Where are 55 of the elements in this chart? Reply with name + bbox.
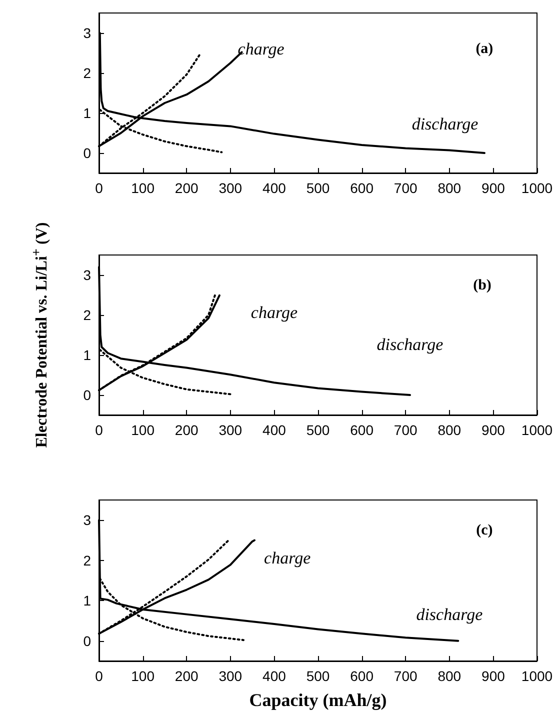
annotation: (b) [473,277,492,294]
x-tick-label: 1000 [521,422,553,438]
x-tick-label: 300 [218,668,242,684]
annotation: charge [238,40,285,58]
y-tick-label: 1 [83,347,92,363]
annotation: discharge [376,335,444,354]
x-tick-label: 200 [174,668,198,684]
y-tick-label: 1 [83,105,92,121]
annotation: charge [250,303,298,322]
x-tick-label: 900 [482,668,506,684]
annotation: discharge [416,604,484,624]
x-tick-label: 700 [394,180,418,196]
x-tick-label: 0 [95,180,104,196]
x-tick-label: 300 [218,422,242,438]
x-tick-label: 400 [262,180,286,196]
x-tick-label: 600 [350,668,374,684]
x-tick-label: 700 [394,422,418,438]
x-tick-label: 400 [262,422,286,438]
y-tick-label: 0 [83,387,92,403]
x-tick-label: 800 [438,668,462,684]
y-tick-label: 3 [83,512,92,528]
y-tick-label: 0 [83,632,92,649]
x-tick-label: 600 [350,180,374,196]
annotation: charge [264,548,312,568]
x-tick-label: 700 [394,668,418,684]
x-tick-label: 300 [218,180,242,196]
x-tick-label: 500 [306,180,330,196]
x-tick-label: 800 [438,180,462,196]
x-tick-label: 1000 [521,180,553,196]
x-tick-label: 800 [438,422,462,438]
annotation: discharge [412,114,479,134]
y-tick-label: 3 [83,267,92,283]
y-tick-label: 3 [83,25,92,41]
y-tick-label: 2 [83,65,92,81]
y-tick-label: 2 [83,307,92,323]
x-tick-label: 400 [262,668,286,684]
x-tick-label: 900 [482,180,506,196]
y-tick-label: 1 [83,592,92,609]
x-tick-label: 100 [131,668,155,684]
x-tick-label: 500 [306,422,330,438]
y-tick-label: 2 [83,552,92,568]
x-axis-title: Capacity (mAh/g) [249,690,387,710]
x-tick-label: 200 [174,422,198,438]
annotation: (a) [476,41,494,57]
y-tick-label: 0 [83,145,92,161]
x-tick-label: 0 [95,422,104,438]
x-tick-label: 100 [131,180,155,196]
x-tick-label: 0 [95,668,104,684]
annotation: (c) [476,522,493,539]
x-tick-label: 200 [174,180,198,196]
x-tick-label: 900 [482,422,506,438]
x-tick-label: 1000 [521,668,553,684]
x-tick-label: 600 [350,422,374,438]
x-tick-label: 500 [306,668,330,684]
x-tick-label: 100 [131,422,155,438]
